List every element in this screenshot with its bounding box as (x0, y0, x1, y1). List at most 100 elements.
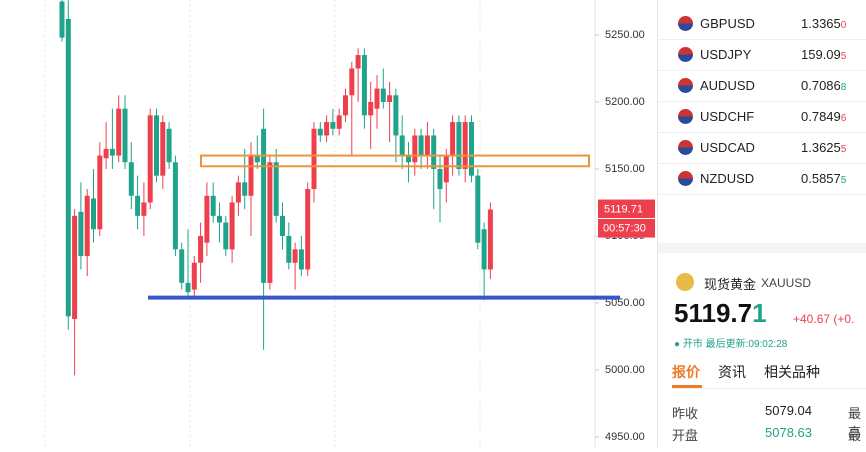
last-digit: 6 (840, 113, 847, 124)
quote-name: 现货黄金 (704, 277, 757, 292)
candle-body (317, 128, 323, 136)
candle-body (330, 122, 336, 129)
last-digit: 0 (840, 20, 847, 31)
candle-body (166, 128, 172, 163)
symbol: USDJPY (700, 47, 752, 62)
candle-body (204, 195, 210, 243)
candle-body (380, 88, 386, 102)
candle-body (84, 195, 90, 257)
candle-body (229, 202, 235, 250)
candle-body (298, 249, 304, 270)
candle-body (368, 101, 374, 116)
candle-body (286, 235, 292, 263)
symbol: AUDUSD (700, 78, 755, 93)
symbol: USDCHF (700, 109, 755, 124)
candle-body (418, 135, 424, 156)
candle-body (179, 249, 185, 283)
flag-icon (678, 140, 693, 155)
y-tick-label: 5200.00 (605, 96, 645, 108)
watch-row: AUDUSD 0.70868 (658, 70, 866, 102)
candle-body (72, 215, 78, 320)
candle-body (343, 95, 348, 116)
row-next: 最低 (848, 428, 862, 443)
quote-price: 5119.71 (674, 298, 767, 329)
watch-row: USDJPY 159.095 (658, 39, 866, 71)
last-digit: 5 (840, 51, 847, 62)
flag-icon (678, 47, 693, 62)
candle-body (462, 122, 468, 169)
tab[interactable]: 相关品种 (764, 364, 820, 380)
candle-body (261, 128, 267, 283)
candle-body (160, 122, 166, 176)
last-digit: 8 (840, 82, 847, 93)
sidebar: 现货黄金 XAUUSD 5119.71 +40.67 (+0. ● 开市 最后更… (657, 0, 866, 447)
flag-icon (678, 171, 693, 186)
candle-body (280, 215, 285, 236)
countdown: 00:57:30 (603, 222, 646, 234)
candle-body (109, 148, 115, 156)
candle-body (135, 195, 141, 216)
quote: 0.70868 (801, 78, 846, 93)
quote-symbol: XAUUSD (761, 276, 812, 290)
candle-body (185, 282, 191, 293)
candle-body (324, 122, 330, 136)
row-next: 最高 (848, 406, 862, 440)
tab[interactable]: 资讯 (718, 364, 746, 380)
watch-row: GBPUSD 1.33650 (658, 8, 866, 40)
candle-body (210, 195, 216, 216)
candle-body (387, 95, 393, 102)
candle-body (487, 209, 493, 270)
row-label: 昨收 (672, 406, 699, 421)
candle-body (349, 68, 355, 96)
price: 1.3625 (801, 140, 841, 155)
candle-body (242, 182, 248, 196)
y-tick-label: 5000.00 (605, 364, 645, 376)
watch-row: USDCAD 1.36255 (658, 132, 866, 164)
candle-body (412, 135, 418, 163)
candle-body (481, 229, 487, 270)
price: 0.7849 (801, 109, 841, 124)
separator (658, 243, 866, 253)
y-tick-label: 4950.00 (605, 431, 645, 443)
candle-body (361, 55, 367, 116)
price: 0.7086 (801, 78, 841, 93)
symbol: GBPUSD (700, 16, 755, 31)
candle-body (103, 148, 109, 159)
last-digit: 5 (840, 144, 847, 155)
tab-border (672, 388, 866, 389)
quote: 159.095 (801, 47, 846, 62)
candle-body (141, 202, 147, 216)
tab[interactable]: 报价 (672, 364, 700, 380)
candle-body (59, 1, 65, 38)
y-tick-label: 5050.00 (605, 297, 645, 309)
row-label: 开盘 (672, 428, 699, 443)
price-last: 1 (752, 298, 767, 328)
quote: 1.36255 (801, 140, 846, 155)
zone-drawing (200, 154, 590, 168)
candle-body (406, 155, 411, 163)
last-digit: 5 (840, 175, 847, 186)
candle-body (336, 115, 342, 129)
symbol: NZDUSD (700, 171, 755, 186)
candle-body (443, 155, 449, 183)
candle-body (248, 155, 254, 196)
candle-body (469, 122, 474, 176)
candle-body (147, 115, 153, 203)
watch-row: USDCHF 0.78496 (658, 101, 866, 133)
chart: 4950.005000.005050.005100.005150.005200.… (44, 0, 655, 447)
status: 开市 (682, 339, 703, 350)
candle-body (65, 18, 71, 317)
candle-body (172, 162, 178, 250)
candle-body (424, 135, 430, 156)
price: 1.3365 (801, 16, 841, 31)
candle-body (254, 155, 260, 163)
status-line: ● 开市 最后更新:09:02:28 (674, 339, 788, 350)
quote: 0.58575 (801, 171, 846, 186)
symbol: USDCAD (700, 140, 755, 155)
row-value: 5078.63 (765, 425, 812, 440)
price-main: 5119.7 (674, 298, 753, 328)
flag-icon (678, 109, 693, 124)
quote-change: +40.67 (+0. (793, 312, 855, 326)
candle-body (305, 189, 311, 270)
